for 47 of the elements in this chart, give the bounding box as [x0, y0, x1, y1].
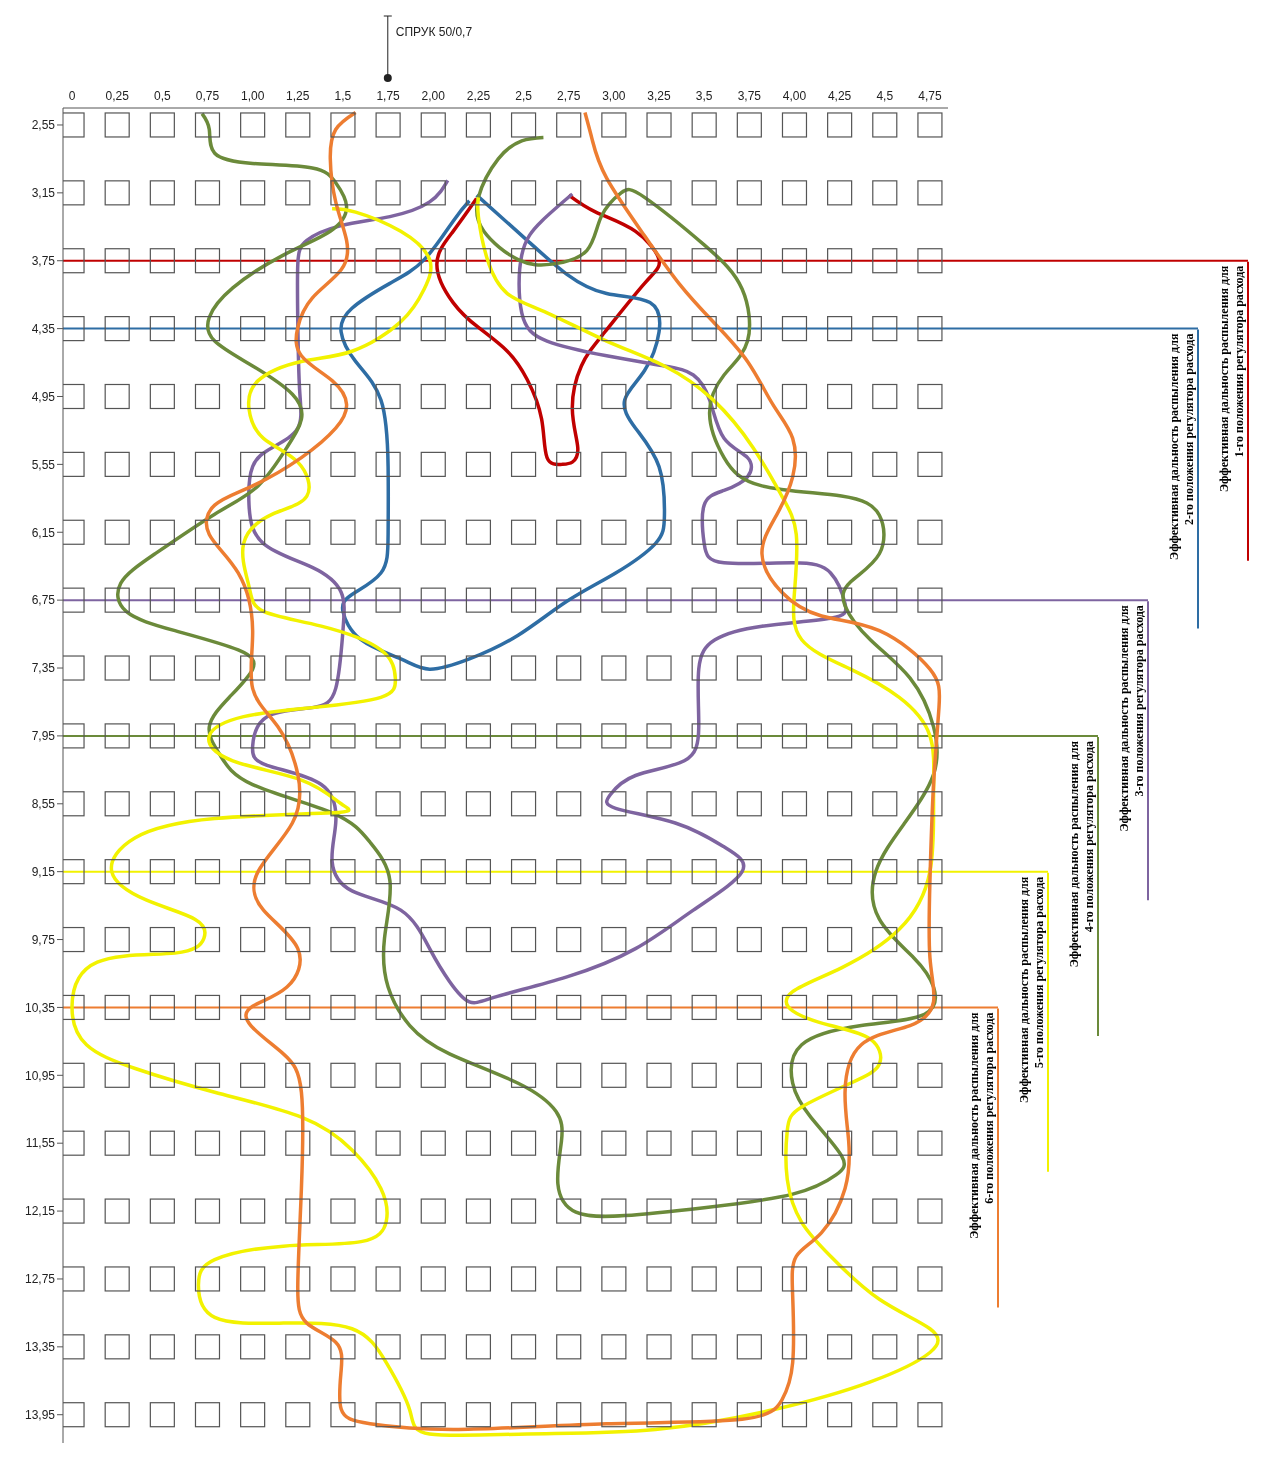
x-tick-label: 4,5	[876, 89, 894, 103]
y-tick-label: 8,55	[31, 797, 56, 812]
x-tick-label: 0,5	[153, 89, 171, 103]
ref-line-label: Эффективная дальность распыления для 2-го положения регулятора расхода	[1167, 333, 1196, 560]
ref-line-label: Эффективная дальность распыления для 4-го положения регулятора расхода	[1067, 740, 1096, 968]
y-tick-label: 6,75	[31, 593, 56, 608]
x-tick-label: 2,5	[515, 89, 533, 103]
y-tick-label: 9,15	[31, 864, 56, 879]
x-tick-label: 2,75	[557, 89, 581, 103]
y-tick-label: 2,55	[31, 118, 56, 133]
y-tick-label: 7,95	[31, 729, 56, 744]
y-tick-label: 10,35	[24, 1000, 56, 1015]
x-tick-label: 4,25	[827, 89, 852, 103]
y-tick-label: 7,35	[31, 661, 56, 676]
x-tick-label: 3,00	[602, 89, 626, 103]
y-tick-label: 12,15	[24, 1204, 56, 1219]
y-tick-label: 6,15	[31, 525, 56, 540]
text: СПРУК 50/0,7	[395, 25, 473, 39]
y-tick-label: 10,95	[24, 1068, 56, 1083]
y-tick-label: 13,95	[24, 1407, 56, 1422]
ref-line-label: Эффективная дальность распыления для 3-го положения регулятора расхода	[1117, 604, 1146, 832]
x-tick-label: 1,5	[334, 89, 352, 103]
x-tick-label: 1,25	[286, 89, 310, 103]
x-tick-label: 2,00	[421, 89, 446, 103]
y-tick-label: 12,75	[24, 1272, 56, 1287]
x-tick-label: 1,00	[240, 89, 265, 103]
x-tick-label: 4,75	[918, 89, 942, 103]
x-tick-label: 3,75	[737, 89, 762, 103]
x-tick-label: 3,25	[647, 89, 672, 103]
x-tick-label: 3,5	[695, 89, 713, 103]
y-tick-label: 13,35	[24, 1340, 56, 1355]
y-tick-label: 11,55	[25, 1136, 56, 1151]
ref-line-label: Эффективная дальность распыления для 5-го положения регулятора расхода	[1017, 876, 1046, 1104]
ref-line-label: Эффективная дальность распыления для 1-го положения регулятора расхода	[1217, 265, 1246, 493]
x-tick-label: 0	[68, 89, 76, 103]
ref-line-label: Эффективная дальность распыления для 6-го положения регулятора расхода	[967, 1011, 996, 1239]
x-tick-label: 2,25	[466, 89, 491, 103]
y-tick-label: 9,75	[31, 932, 56, 947]
x-tick-label: 0,25	[105, 89, 130, 103]
y-tick-label: 4,35	[31, 321, 56, 336]
x-tick-label: 0,75	[195, 89, 220, 103]
y-tick-label: 4,95	[31, 389, 56, 404]
y-tick-label: 3,15	[31, 186, 56, 201]
y-tick-label: 5,55	[31, 457, 56, 472]
y-tick-label: 3,75	[31, 253, 56, 268]
x-tick-label: 1,75	[376, 89, 401, 103]
x-tick-label: 4,00	[782, 89, 807, 103]
